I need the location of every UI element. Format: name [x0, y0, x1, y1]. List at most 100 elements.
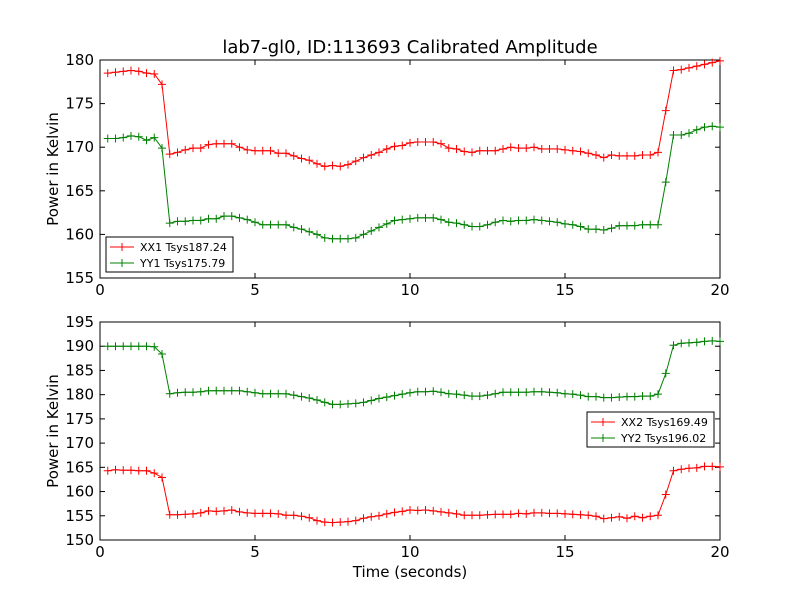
- data-point: [568, 220, 577, 229]
- legend-box: [586, 411, 715, 448]
- data-point: [328, 518, 337, 527]
- data-point: [251, 146, 259, 155]
- data-point: [615, 221, 624, 230]
- data-point: [437, 215, 445, 224]
- data-point: [158, 144, 166, 153]
- data-point: [351, 157, 360, 166]
- data-point: [266, 220, 275, 229]
- data-point: [111, 342, 120, 351]
- data-point: [258, 220, 267, 229]
- data-point: [398, 507, 407, 516]
- data-point: [220, 139, 228, 148]
- data-point: [576, 510, 585, 519]
- data-point: [584, 392, 593, 401]
- data-point: [700, 462, 709, 471]
- data-point: [576, 147, 585, 156]
- data-point: [491, 389, 500, 398]
- data-point: [692, 62, 701, 71]
- data-point: [584, 511, 593, 520]
- y-tick-label: 175: [65, 410, 94, 428]
- data-point: [375, 511, 383, 520]
- data-point: [514, 388, 523, 397]
- data-point: [382, 393, 391, 402]
- y-tick-label: 160: [65, 225, 94, 243]
- x-tick-label: 20: [710, 543, 729, 561]
- data-point: [258, 146, 267, 155]
- data-point: [227, 212, 236, 221]
- data-point: [274, 220, 283, 229]
- data-point: [282, 220, 290, 229]
- data-point: [514, 144, 523, 153]
- data-point: [328, 161, 337, 170]
- data-point: [491, 510, 500, 519]
- data-point: [530, 143, 538, 152]
- data-point: [638, 151, 647, 160]
- y-tick-label: 180: [65, 51, 94, 69]
- data-point: [406, 388, 414, 397]
- legend: XX2 Tsys169.49 YY2 Tsys196.02: [586, 411, 715, 448]
- data-point: [615, 512, 624, 521]
- data-point: [638, 513, 647, 522]
- data-point: [344, 160, 352, 169]
- x-tick-label: 10: [400, 281, 419, 299]
- data-point: [313, 516, 321, 525]
- data-point: [607, 513, 616, 522]
- data-point: [336, 518, 345, 527]
- y-tick-label: 190: [65, 337, 94, 355]
- data-point: [444, 218, 453, 227]
- data-point: [344, 234, 352, 243]
- data-point: [708, 336, 717, 345]
- data-point: [351, 233, 360, 242]
- data-point: [313, 395, 321, 404]
- data-point: [227, 505, 236, 514]
- data-point: [708, 122, 717, 131]
- data-point: [630, 512, 639, 521]
- x-tick-label: 15: [555, 281, 574, 299]
- data-point: [243, 145, 252, 154]
- data-point: [173, 148, 182, 157]
- data-point: [282, 389, 290, 398]
- data-point: [235, 386, 244, 395]
- data-point: [499, 510, 507, 519]
- data-point: [468, 392, 476, 401]
- data-point: [568, 510, 577, 519]
- data-point: [305, 394, 314, 403]
- data-point: [165, 389, 174, 398]
- data-point: [584, 225, 593, 234]
- data-point: [685, 464, 693, 473]
- data-point: [661, 106, 670, 115]
- data-point: [654, 511, 662, 520]
- data-point: [289, 151, 298, 160]
- data-point: [344, 399, 352, 408]
- data-point: [134, 342, 143, 351]
- data-point: [452, 390, 461, 399]
- data-point: [398, 390, 407, 399]
- data-point: [592, 225, 600, 234]
- data-point: [320, 518, 329, 527]
- top-subplot: 0 5 10 15 20 155 160 165 170 175 180 Power in Kelvi…: [44, 51, 730, 299]
- data-point: [530, 215, 538, 224]
- data-point: [708, 58, 717, 67]
- data-point: [398, 141, 407, 150]
- legend: XX1 Tsys187.24 YY1 Tsys175.79: [105, 236, 234, 273]
- data-point: [382, 144, 391, 153]
- data-point: [127, 466, 135, 475]
- data-point: [375, 223, 383, 232]
- data-point: [499, 144, 507, 153]
- y-tick-label: 155: [65, 507, 94, 525]
- data-point: [158, 473, 166, 482]
- data-point: [235, 143, 244, 152]
- data-point: [111, 68, 120, 77]
- data-point: [359, 153, 368, 162]
- data-point: [189, 388, 197, 397]
- data-point: [142, 342, 151, 351]
- data-point: [406, 138, 414, 147]
- data-point: [437, 139, 445, 148]
- data-point: [530, 387, 538, 396]
- data-point: [204, 140, 213, 149]
- data-point: [537, 387, 546, 396]
- y-tick-label: 165: [65, 458, 94, 476]
- data-point: [623, 392, 631, 401]
- data-point: [367, 396, 376, 405]
